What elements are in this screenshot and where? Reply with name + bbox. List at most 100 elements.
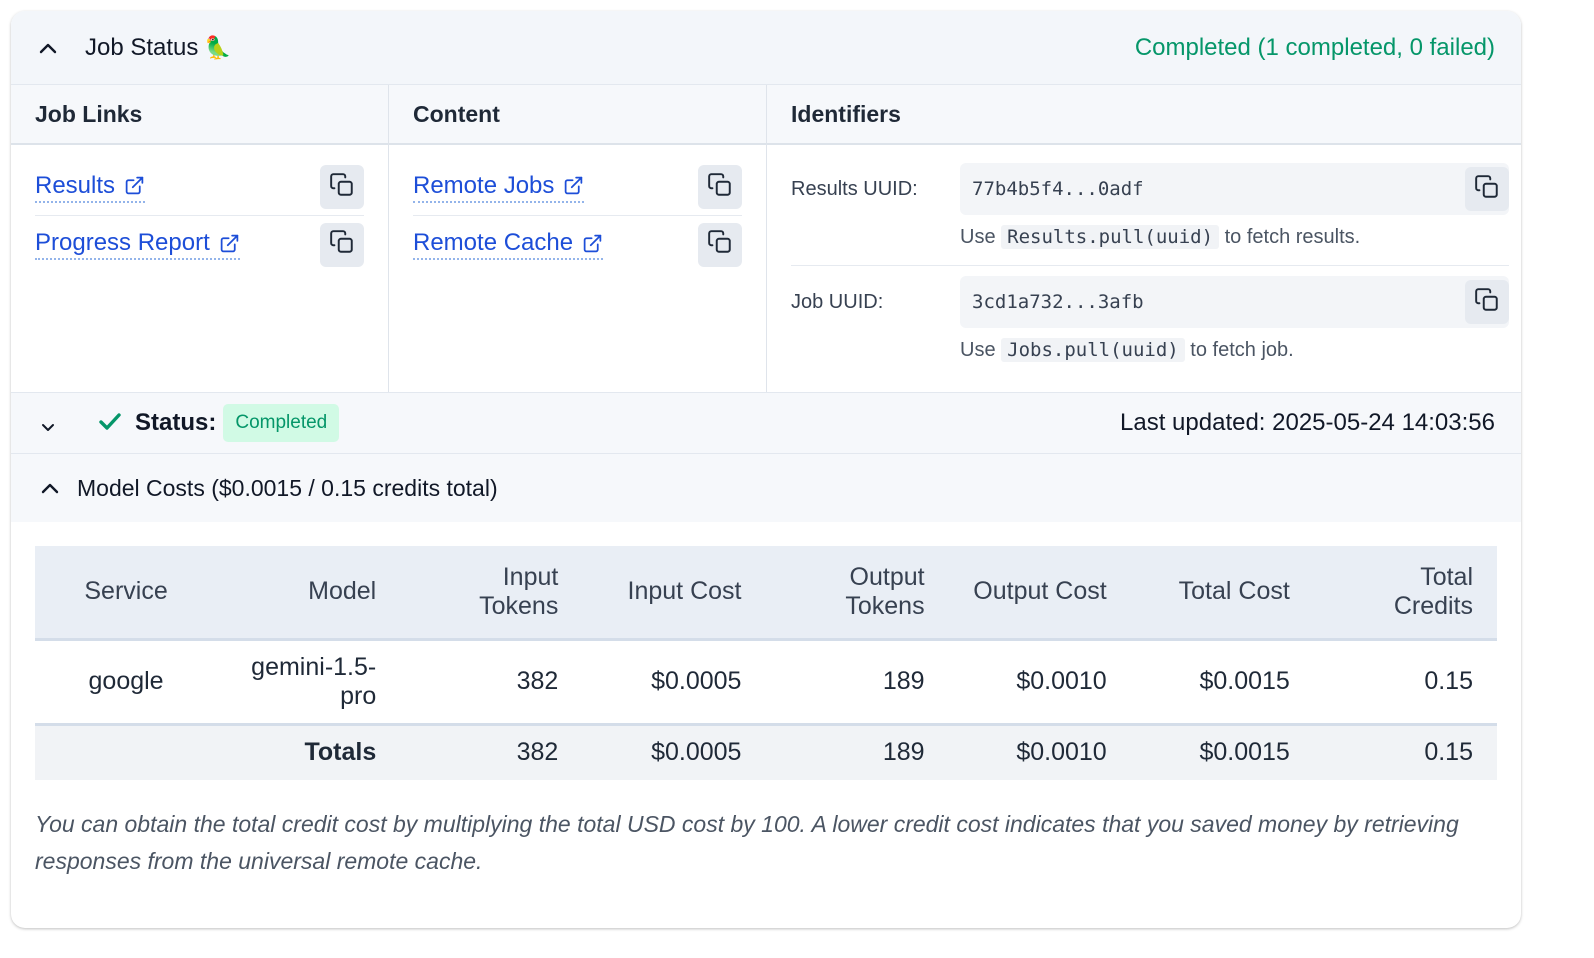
service-cell: google	[35, 639, 218, 726]
credit-cost-note: You can obtain the total credit cost by …	[35, 811, 1459, 874]
total-cost-cell: $0.0015	[1130, 639, 1314, 726]
job-uuid-label: Job UUID:	[791, 291, 884, 313]
table-row: google gemini-1.5-pro 382 $0.0005 189 $0…	[35, 639, 1497, 726]
totals-total-credits: 0.15	[1313, 724, 1497, 780]
output-cost-cell: $0.0010	[948, 639, 1131, 726]
input-tokens-cell: 382	[400, 639, 583, 726]
model-cell: gemini-1.5-pro	[217, 639, 401, 726]
chevron-down-icon[interactable]	[41, 422, 59, 432]
progress-report-link-label: Progress Report	[35, 229, 210, 256]
external-link-icon	[582, 233, 603, 254]
column-header: Output Cost	[948, 546, 1131, 641]
results-uuid-label: Results UUID:	[791, 178, 918, 200]
copy-results-link-button[interactable]	[320, 165, 364, 209]
content-column: Content Remote Jobs	[389, 85, 767, 392]
job-uuid-help: Use Jobs.pull(uuid) to fetch job.	[960, 338, 1509, 362]
link-row-progress-report: Progress Report	[35, 216, 364, 273]
link-row-remote-cache: Remote Cache	[413, 216, 742, 273]
column-header: Input Tokens	[400, 546, 583, 641]
copy-icon	[1474, 174, 1500, 205]
job-links-heading: Job Links	[11, 85, 388, 145]
totals-empty-cell	[35, 724, 218, 780]
job-uuid-field: 3cd1a732...3afb Use Jobs.pull(uuid) to f…	[960, 276, 1509, 362]
remote-cache-link-label: Remote Cache	[413, 229, 574, 256]
copy-remote-jobs-link-button[interactable]	[698, 165, 742, 209]
identifiers-column: Identifiers Results UUID: 77b4b5f4...0ad…	[767, 85, 1521, 392]
copy-remote-cache-link-button[interactable]	[698, 222, 742, 267]
table-header-row: Service Model Input Tokens Input Cost Ou…	[35, 546, 1497, 641]
status-left: Status: Completed	[41, 404, 340, 442]
totals-input-cost: $0.0005	[582, 724, 766, 780]
help-suffix: to fetch results.	[1224, 226, 1361, 248]
copy-progress-report-link-button[interactable]	[320, 222, 364, 267]
model-costs-table-wrap: Service Model Input Tokens Input Cost Ou…	[11, 522, 1521, 780]
status-label: Status:	[135, 409, 217, 436]
copy-icon	[329, 229, 355, 260]
totals-output-cost: $0.0010	[948, 724, 1131, 780]
results-link[interactable]: Results	[35, 171, 146, 203]
totals-row: Totals 382 $0.0005 189 $0.0010 $0.0015 0…	[35, 724, 1497, 780]
column-header: Service	[35, 546, 218, 641]
last-updated: Last updated: 2025-05-24 14:03:56	[1120, 409, 1495, 436]
output-tokens-cell: 189	[765, 639, 949, 726]
job-status-card: Job Status 🦜 Completed (1 completed, 0 f…	[11, 11, 1521, 928]
job-links-column: Job Links Results	[11, 85, 389, 392]
column-header: Total Credits	[1313, 546, 1497, 641]
help-suffix: to fetch job.	[1190, 339, 1294, 361]
copy-job-uuid-button[interactable]	[1465, 280, 1509, 324]
job-details-columns: Job Links Results	[11, 85, 1521, 393]
results-uuid-box: 77b4b5f4...0adf	[960, 163, 1509, 215]
header-left: Job Status 🦜	[37, 34, 232, 62]
chevron-up-icon[interactable]	[37, 37, 59, 59]
copy-results-uuid-button[interactable]	[1465, 167, 1509, 211]
link-row-results: Results	[35, 159, 364, 216]
totals-total-cost: $0.0015	[1130, 724, 1314, 780]
column-header: Model	[217, 546, 401, 641]
help-prefix: Use	[960, 339, 996, 361]
remote-jobs-link-label: Remote Jobs	[413, 171, 555, 199]
remote-jobs-link[interactable]: Remote Jobs	[413, 171, 585, 203]
total-credits-cell: 0.15	[1313, 639, 1497, 726]
totals-label: Totals	[217, 724, 401, 780]
copy-icon	[707, 172, 733, 203]
model-costs-toggle[interactable]: Model Costs ($0.0015 / 0.15 credits tota…	[11, 454, 1521, 522]
external-link-icon	[219, 233, 240, 254]
content-heading: Content	[389, 85, 766, 145]
job-links-list: Results Progress Report	[11, 145, 388, 273]
jobs-pull-code: Jobs.pull(uuid)	[1001, 338, 1185, 362]
remote-cache-link[interactable]: Remote Cache	[413, 229, 604, 260]
identifiers-list: Results UUID: 77b4b5f4...0adf Use	[767, 145, 1521, 362]
model-costs-table: Service Model Input Tokens Input Cost Ou…	[35, 546, 1497, 780]
results-uuid-field: 77b4b5f4...0adf Use Results.pull(uuid) t…	[960, 163, 1509, 249]
copy-icon	[1474, 287, 1500, 318]
identifiers-heading: Identifiers	[767, 85, 1521, 145]
external-link-icon	[124, 175, 145, 196]
job-uuid-box: 3cd1a732...3afb	[960, 276, 1509, 328]
totals-output-tokens: 189	[765, 724, 949, 780]
job-uuid-value[interactable]: 3cd1a732...3afb	[972, 291, 1144, 313]
results-uuid-help: Use Results.pull(uuid) to fetch results.	[960, 225, 1509, 249]
check-icon	[99, 408, 121, 439]
content-links-list: Remote Jobs Remote Cache	[389, 145, 766, 273]
job-status-header[interactable]: Job Status 🦜 Completed (1 completed, 0 f…	[11, 11, 1521, 85]
copy-icon	[707, 229, 733, 260]
job-uuid-row: Job UUID: 3cd1a732...3afb Use	[791, 265, 1509, 362]
job-summary-status: Completed (1 completed, 0 failed)	[1134, 33, 1495, 61]
chevron-up-icon	[39, 477, 61, 499]
results-uuid-value[interactable]: 77b4b5f4...0adf	[972, 178, 1144, 200]
results-uuid-row: Results UUID: 77b4b5f4...0adf Use	[791, 161, 1509, 249]
model-costs-heading: Model Costs ($0.0015 / 0.15 credits tota…	[77, 474, 498, 501]
copy-icon	[329, 172, 355, 203]
page-title: Job Status	[85, 33, 199, 61]
link-row-remote-jobs: Remote Jobs	[413, 159, 742, 216]
progress-report-link[interactable]: Progress Report	[35, 229, 240, 260]
results-link-label: Results	[35, 171, 116, 199]
status-badge: Completed	[223, 404, 340, 442]
parrot-icon: 🦜	[204, 34, 232, 60]
results-pull-code: Results.pull(uuid)	[1001, 225, 1220, 249]
input-cost-cell: $0.0005	[582, 639, 766, 726]
column-header: Input Cost	[582, 546, 766, 641]
external-link-icon	[563, 175, 584, 196]
help-prefix: Use	[960, 226, 996, 248]
column-header: Total Cost	[1130, 546, 1314, 641]
